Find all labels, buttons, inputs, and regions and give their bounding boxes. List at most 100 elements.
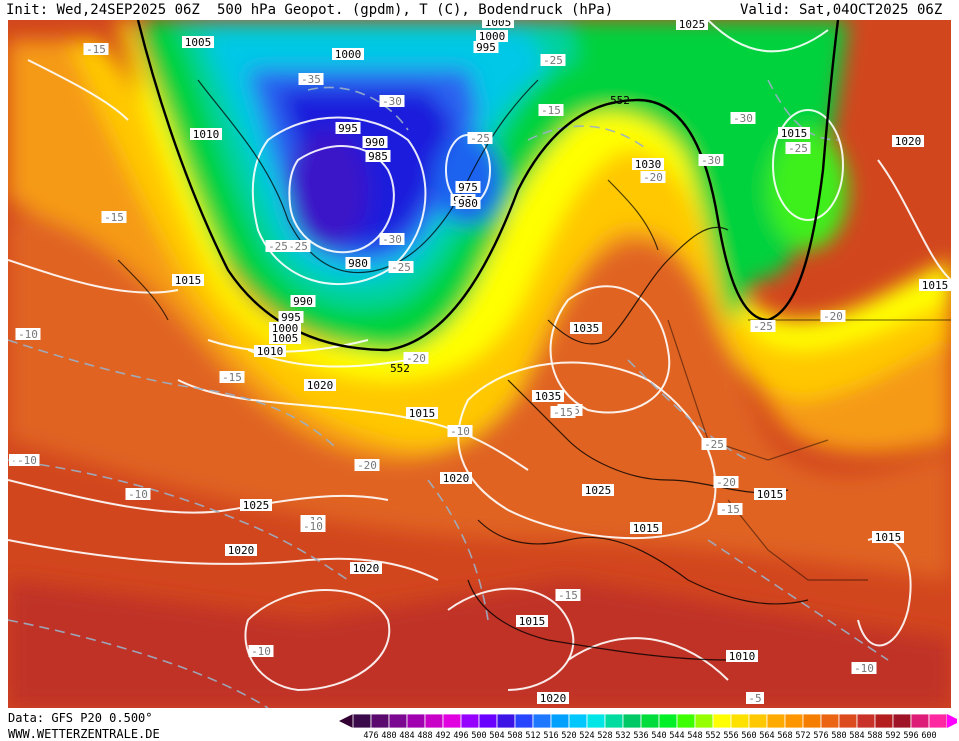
isobar-label: 1015	[754, 488, 786, 501]
isobar-label: 1015	[919, 279, 951, 292]
svg-text:-20: -20	[357, 459, 377, 472]
temperature-contours	[8, 79, 889, 708]
svg-text:1020: 1020	[353, 562, 380, 575]
legend-swatch	[550, 713, 570, 729]
svg-text:1035: 1035	[535, 390, 562, 403]
legend-tick-label: 576	[813, 731, 828, 740]
legend-tick-label: 584	[849, 731, 864, 740]
svg-text:1025: 1025	[243, 499, 270, 512]
svg-text:980: 980	[348, 257, 368, 270]
temperature-label: -15	[717, 503, 743, 516]
svg-text:985: 985	[368, 150, 388, 163]
svg-text:1020: 1020	[228, 544, 255, 557]
svg-text:995: 995	[338, 122, 358, 135]
legend-tick-label: 512	[525, 731, 540, 740]
temperature-label: -5	[746, 692, 764, 705]
isobar-label: 1015	[872, 531, 904, 544]
legend-tick-label: 572	[795, 731, 810, 740]
temperature-label: -25	[785, 142, 811, 155]
svg-text:-10: -10	[303, 520, 323, 533]
temperature-label: -25	[285, 240, 311, 253]
legend-tick-label: 516	[543, 731, 558, 740]
legend-swatch	[352, 713, 372, 729]
isobar-label: 1025	[582, 484, 614, 497]
isobar-label: 1020	[440, 472, 472, 485]
svg-text:-25: -25	[704, 438, 724, 451]
svg-text:-10: -10	[128, 488, 148, 501]
svg-text:1005: 1005	[272, 332, 299, 345]
isobar-label: 995	[473, 41, 499, 54]
legend-swatch	[586, 713, 606, 729]
svg-text:1020: 1020	[443, 472, 470, 485]
svg-text:995: 995	[281, 311, 301, 324]
isobar-label: 1015	[516, 615, 548, 628]
svg-text:-5: -5	[748, 692, 761, 705]
svg-text:1000: 1000	[272, 322, 299, 335]
legend-swatch	[478, 713, 498, 729]
svg-text:1015: 1015	[781, 127, 808, 140]
svg-text:1000: 1000	[335, 48, 362, 61]
svg-text:1000: 1000	[479, 30, 506, 43]
svg-text:980: 980	[458, 197, 478, 210]
svg-text:990: 990	[365, 136, 385, 149]
isobar-label: 990	[362, 136, 388, 149]
legend-swatch	[928, 713, 948, 729]
legend-tick-label: 544	[669, 731, 684, 740]
isobar-label: 1020	[350, 562, 382, 575]
svg-text:1010: 1010	[193, 128, 220, 141]
isobar-label-group: 1005100510009951025100099599098598510101…	[172, 20, 951, 705]
temperature-label: -25	[388, 261, 414, 274]
isobar-label: 995	[278, 311, 304, 324]
legend-tick-label: 552	[705, 731, 720, 740]
temperature-label: -10	[125, 488, 151, 501]
temperature-label: -25	[750, 320, 776, 333]
svg-text:-35: -35	[301, 73, 321, 86]
legend-tick-label: 564	[759, 731, 774, 740]
coastlines	[117, 79, 951, 661]
temperature-label: -25	[467, 132, 493, 145]
isobar-label: 1030	[632, 158, 664, 171]
isobar-label: 1010	[254, 345, 286, 358]
temperature-label: -30	[379, 233, 405, 246]
isobar-label: 1025	[240, 499, 272, 512]
svg-text:-25: -25	[788, 142, 808, 155]
legend-swatch	[604, 713, 624, 729]
isobar-label: 1020	[892, 135, 924, 148]
isobar-label: 980	[345, 257, 371, 270]
svg-text:-20: -20	[406, 352, 426, 365]
legend-swatch	[442, 713, 462, 729]
svg-text:1010: 1010	[729, 650, 756, 663]
temperature-label: -15	[550, 406, 576, 419]
legend-tick-label: 592	[885, 731, 900, 740]
legend-swatch	[388, 713, 408, 729]
map-title: 500 hPa Geopot. (gpdm), T (C), Bodendruc…	[217, 2, 614, 18]
isobar-label: 1005	[482, 20, 514, 29]
legend-swatch	[856, 713, 876, 729]
isobar-label: 1035	[570, 322, 602, 335]
website-label: WWW.WETTERZENTRALE.DE	[8, 727, 160, 741]
temperature-label: -10	[14, 454, 40, 467]
svg-text:1015: 1015	[175, 274, 202, 287]
svg-text:1015: 1015	[409, 407, 436, 420]
temperature-label-group: -15-35-30-25-25-15-30-25-30-25-20-15-25-…	[9, 43, 877, 705]
legend-right-arrow	[947, 714, 957, 728]
contour-552	[136, 20, 840, 352]
svg-text:-15: -15	[104, 211, 124, 224]
legend-swatch	[514, 713, 534, 729]
legend-swatch	[496, 713, 516, 729]
legend-tick-label: 568	[777, 731, 792, 740]
isobar-label: 1005	[182, 36, 214, 49]
svg-text:-10: -10	[18, 328, 38, 341]
legend-tick-label: 500	[471, 731, 486, 740]
legend-swatch	[820, 713, 840, 729]
temperature-label: -15	[83, 43, 109, 56]
isobar-label: 975	[455, 181, 481, 194]
isobar-label: 1015	[406, 407, 438, 420]
legend-tick-label: 480	[381, 731, 396, 740]
legend-swatch	[532, 713, 552, 729]
legend-swatch	[748, 713, 768, 729]
legend-tick-label: 580	[831, 731, 846, 740]
contour-552-label-group: 552 552	[390, 94, 630, 375]
isobar-label: 1015	[172, 274, 204, 287]
